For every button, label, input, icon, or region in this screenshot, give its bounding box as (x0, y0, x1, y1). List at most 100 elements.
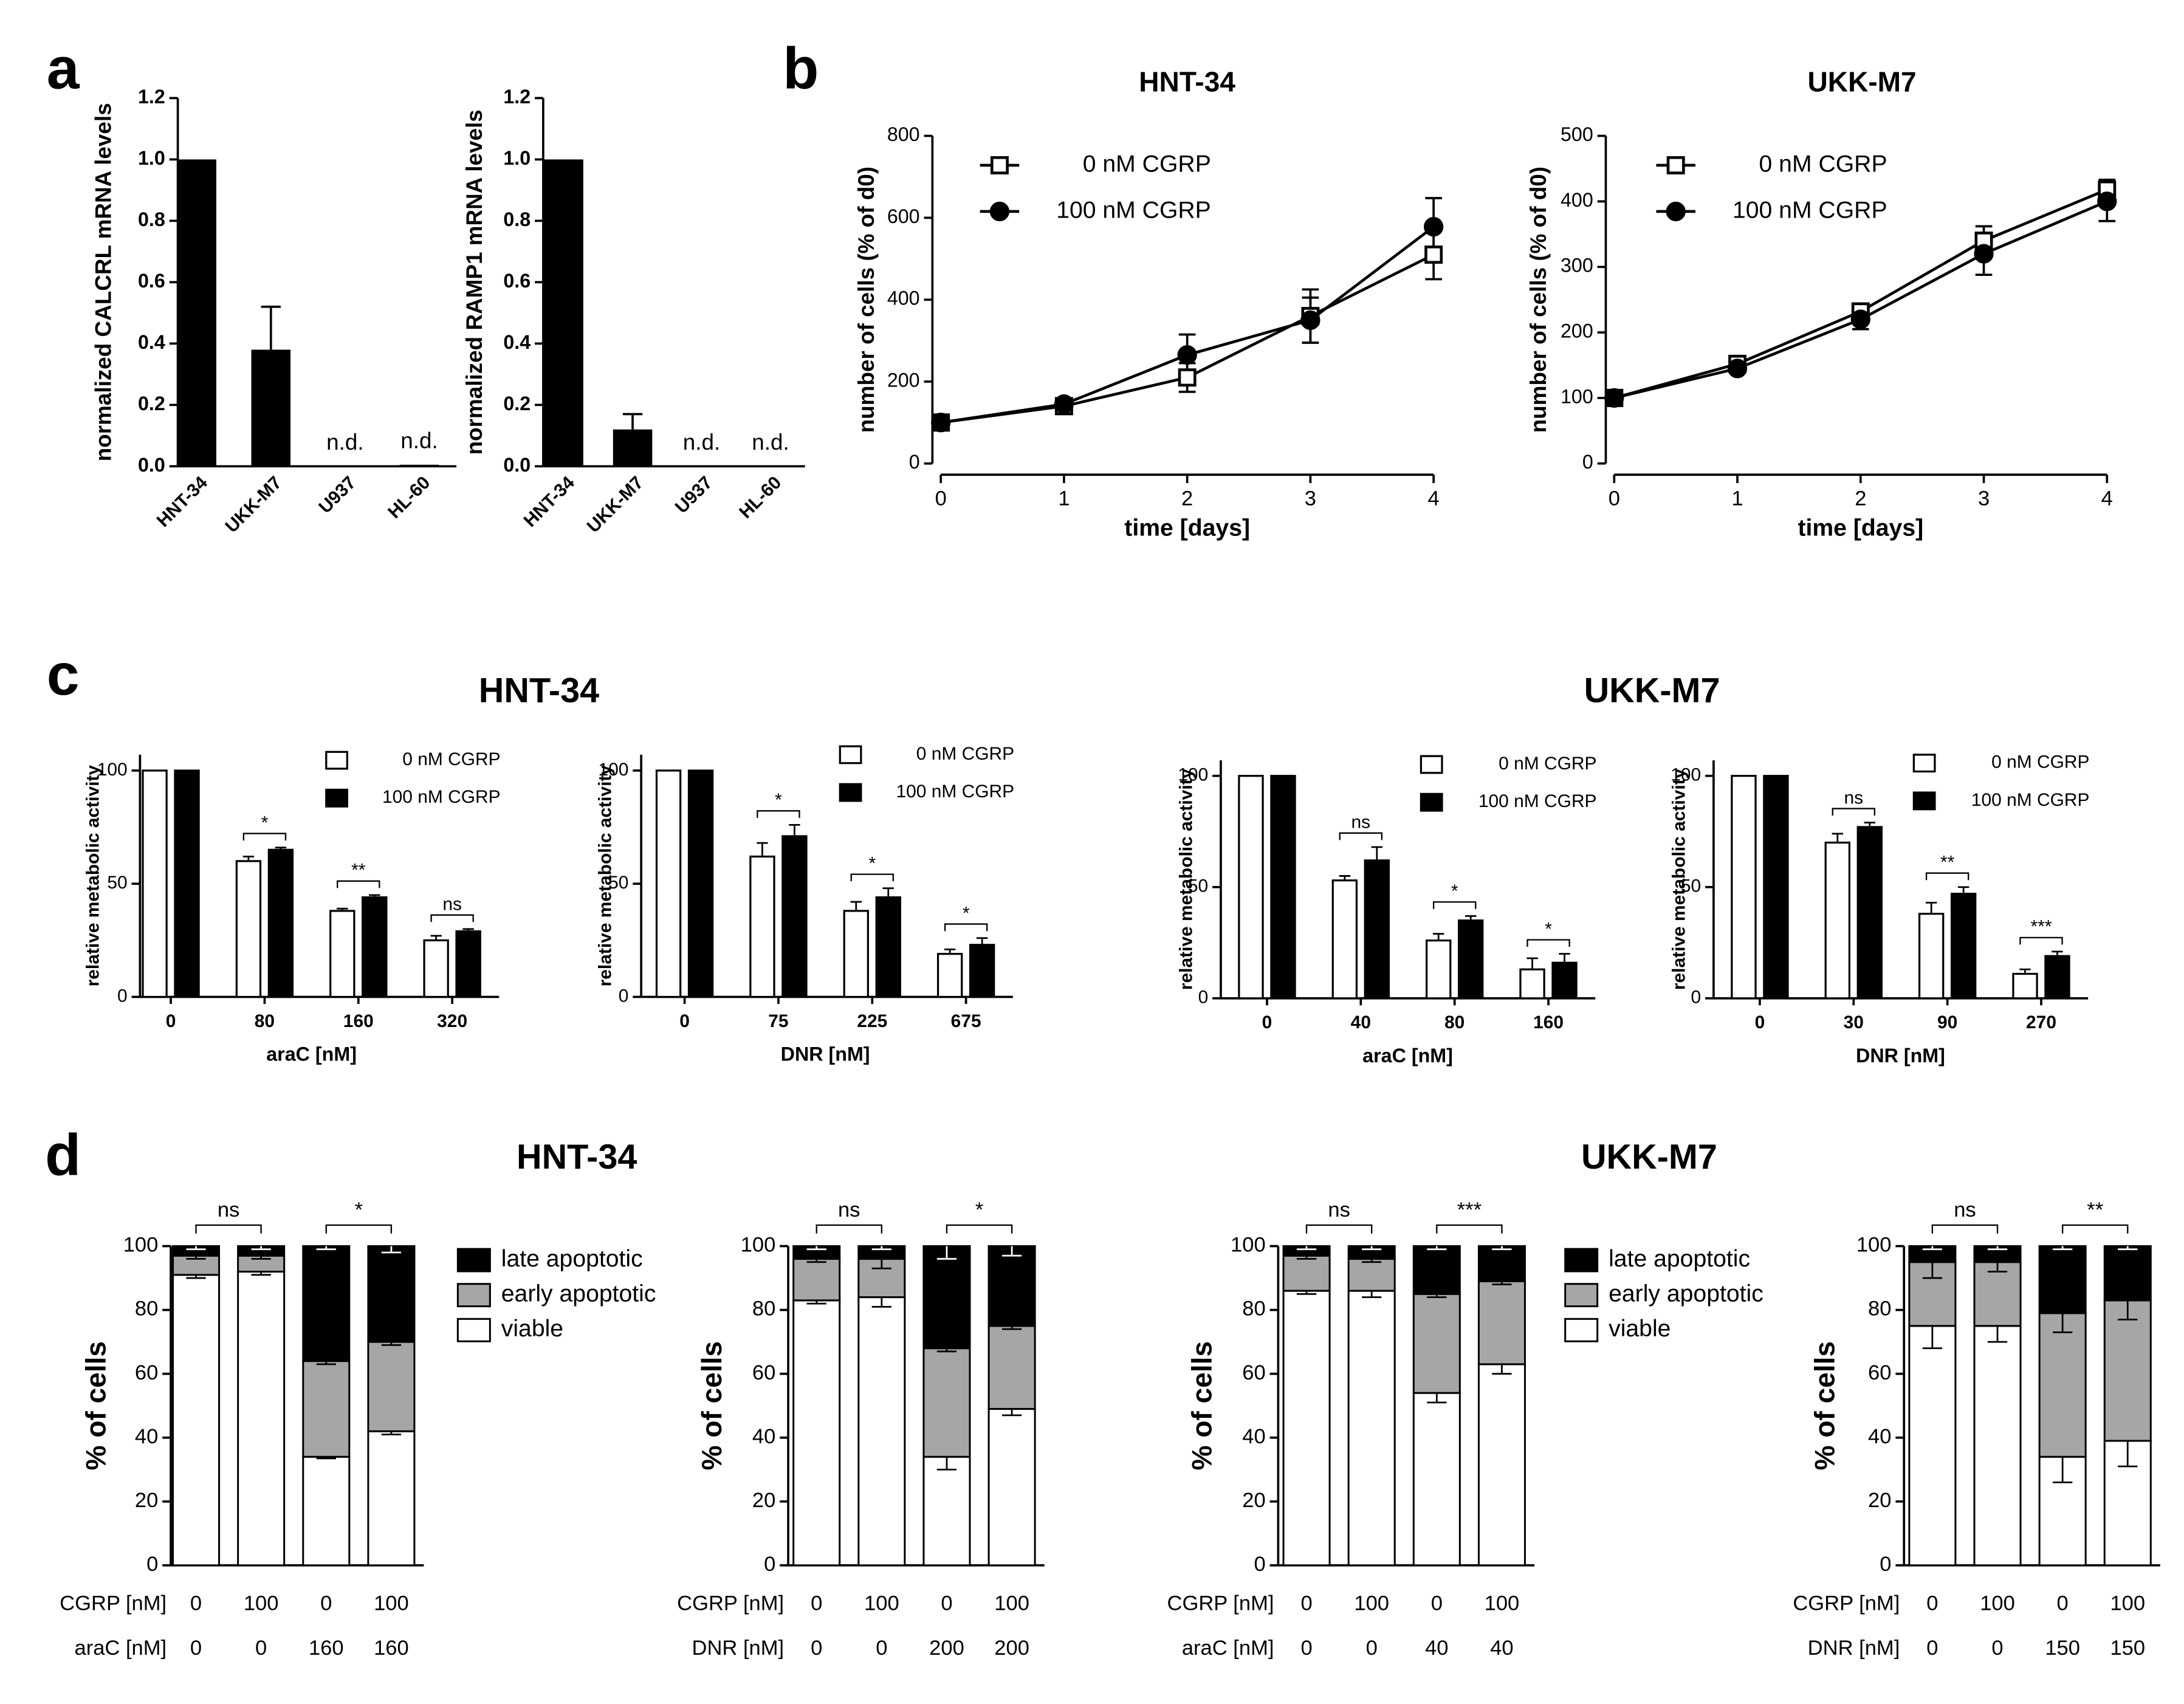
legend-label: late apoptotic (501, 1246, 643, 1272)
y-tick-label: 0 (764, 1553, 775, 1576)
bar (1918, 913, 1945, 1000)
bar (329, 910, 355, 998)
significance-bracket (325, 1224, 393, 1234)
x-tick-label: 0 (935, 487, 947, 510)
bar-segment (987, 1407, 1036, 1567)
y-tick-label: 50 (1188, 876, 1208, 896)
bar-segment (1908, 1325, 1957, 1567)
marker (1604, 388, 1624, 408)
bar (1426, 939, 1452, 1000)
y-tick-label: 20 (1868, 1489, 1891, 1512)
bar-segment (302, 1455, 351, 1567)
panel-label: c (47, 641, 80, 707)
legend-swatch (839, 745, 862, 764)
bar (174, 769, 200, 998)
legend-label: 0 nM CGRP (1991, 752, 2089, 772)
panel-label: a (47, 35, 80, 101)
x-tick-label: 100 (244, 1592, 279, 1615)
legend-label: 0 nM CGRP (916, 744, 1014, 764)
bar (613, 429, 653, 467)
marker (1424, 246, 1443, 264)
bar-segment (1347, 1290, 1396, 1567)
x-axis-label: time [days] (1124, 515, 1250, 541)
y-tick-label: 80 (135, 1297, 158, 1321)
significance-label: * (975, 1198, 983, 1221)
legend-label: 100 nM CGRP (896, 782, 1014, 802)
bar-segment (367, 1245, 416, 1343)
x-axis-label: araC [nM] (1362, 1045, 1453, 1067)
significance-bracket (242, 833, 287, 841)
x-tick-label: 0 (190, 1592, 202, 1615)
bar (875, 896, 901, 998)
bar (399, 464, 439, 467)
bar-segment (1412, 1245, 1461, 1295)
y-axis-label: relative metabolic activity (1669, 768, 1689, 990)
group-title: UKK-M7 (1581, 1138, 1717, 1177)
bar (655, 769, 682, 998)
bar-segment (237, 1271, 286, 1567)
legend-swatch (456, 1248, 491, 1273)
legend-swatch (1912, 791, 1936, 811)
y-tick-label: 20 (135, 1489, 158, 1512)
legend-label: early apoptotic (501, 1281, 656, 1307)
y-axis-label: relative metabolic activity (1176, 768, 1197, 990)
legend-label: 0 nM CGRP (1759, 151, 1887, 177)
bar (1731, 775, 1757, 1000)
x-row-label: CGRP [nM] (1793, 1592, 1900, 1615)
x-tick-label: 40 (1351, 1012, 1371, 1032)
legend-label: viable (1609, 1316, 1671, 1342)
significance-label: * (868, 853, 876, 873)
bar-segment (1908, 1261, 1957, 1327)
bar-segment (1412, 1293, 1461, 1394)
legend-marker (990, 156, 1009, 174)
y-tick-label: 0.2 (138, 393, 165, 414)
x-tick-label: 270 (2026, 1012, 2056, 1032)
y-tick-label: 60 (135, 1361, 158, 1384)
x-tick-label: 30 (1844, 1012, 1864, 1032)
x-tick-label: 0 (679, 1011, 690, 1031)
y-tick-label: 100 (97, 760, 128, 780)
significance-bracket (2061, 1224, 2129, 1234)
significance-label: * (261, 812, 269, 833)
bar (177, 159, 216, 467)
bar-segment (1973, 1325, 2022, 1567)
marker (1727, 359, 1748, 379)
bar (749, 855, 775, 998)
y-axis-label: % of cells (1809, 1341, 1841, 1470)
x-tick-label: 1 (1731, 487, 1743, 510)
significance-bracket (816, 1224, 882, 1234)
x-tick-label: 100 (1980, 1592, 2015, 1615)
legend-swatch (325, 751, 348, 770)
panel-label: d (45, 1121, 81, 1187)
x-tick-label: 0 (2057, 1592, 2069, 1615)
y-tick-label: 400 (887, 287, 920, 309)
bar (1238, 775, 1264, 1000)
marker (1850, 309, 1870, 329)
y-tick-label: 0 (909, 451, 920, 473)
x-row-label: araC [nM] (1182, 1637, 1274, 1660)
x-tick-label: 320 (437, 1011, 467, 1031)
y-tick-label: 100 (598, 760, 628, 780)
bar (1824, 841, 1850, 1000)
y-tick-label: 0 (1582, 451, 1593, 473)
y-tick-label: 200 (887, 369, 920, 391)
bar (455, 930, 481, 998)
x-tick-label: 160 (309, 1637, 344, 1660)
bar (781, 835, 808, 998)
bar-segment (2103, 1299, 2152, 1442)
y-tick-label: 0.4 (503, 331, 531, 353)
bar-segment (922, 1347, 971, 1458)
y-tick-label: 50 (107, 873, 127, 893)
significance-label: * (1545, 919, 1552, 939)
legend-swatch (456, 1283, 491, 1308)
significance-bracket (1339, 832, 1383, 840)
bar (2012, 972, 2038, 1000)
legend-label: 100 nM CGRP (1478, 791, 1597, 811)
bar (1763, 775, 1789, 1000)
significance-label: ns (838, 1198, 860, 1221)
x-tick-label: 100 (864, 1592, 899, 1615)
bar-segment (1477, 1363, 1526, 1567)
bar (1950, 893, 1977, 1000)
